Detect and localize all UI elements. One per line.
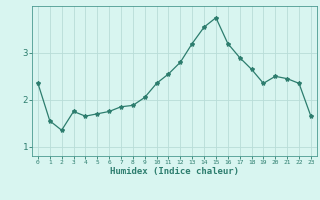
X-axis label: Humidex (Indice chaleur): Humidex (Indice chaleur) (110, 167, 239, 176)
